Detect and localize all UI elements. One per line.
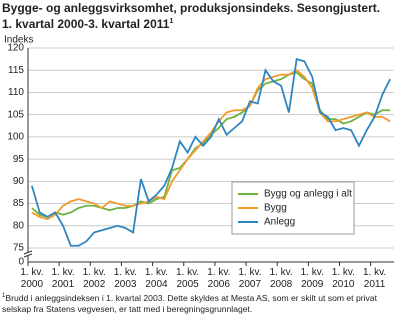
- y-tick-label: 85: [13, 198, 25, 209]
- y-tick-label: 120: [7, 43, 24, 54]
- line-series: [31, 57, 391, 247]
- y-tick-label: 100: [7, 132, 24, 143]
- x-tick-label: 1. kv. 2001: [51, 267, 75, 290]
- chart-title: Bygge- og anleggsvirksomhet, produksjons…: [2, 1, 380, 15]
- x-tick-label: 1. kv. 2011: [362, 267, 387, 290]
- footnote-marker: 1: [2, 293, 6, 299]
- axis-break-mark: [23, 253, 33, 258]
- subtitle-marker: 1: [169, 18, 173, 25]
- axis-break-mark: [23, 250, 33, 255]
- x-tick-label: 1. kv. 2000: [20, 267, 44, 290]
- x-tick-label: 1. kv. 2008: [269, 267, 293, 290]
- y-tick-label: 115: [8, 65, 24, 76]
- footnote: 1Brudd i anleggsindeksen i 1. kvartal 20…: [2, 291, 394, 315]
- y-tick-label: 90: [13, 176, 25, 187]
- x-tick-label: 1. kv. 2003: [113, 267, 137, 290]
- axis-break-gap: [25, 252, 31, 256]
- y-tick-label: 110: [8, 87, 24, 98]
- legend: Bygg og anlegg i alt Bygg Anlegg: [231, 181, 355, 235]
- footnote-text: Brudd i anleggsindeksen i 1. kvartal 200…: [2, 292, 377, 314]
- x-tick-label: 1. kv. 2002: [82, 267, 106, 290]
- legend-label: Bygg: [264, 203, 287, 214]
- x-tick-label: 1. kv. 2005: [176, 267, 200, 290]
- y-tick-label: 0: [18, 257, 24, 268]
- x-tick-label: 1. kv. 2010: [331, 267, 355, 290]
- y-tick-label: 80: [13, 220, 25, 231]
- y-tick-label: 95: [13, 154, 25, 165]
- x-tick-label: 1. kv. 2006: [207, 267, 231, 290]
- x-tick-label: 1. kv. 2004: [144, 267, 169, 290]
- y-tick-label: 105: [7, 109, 24, 120]
- subtitle-text: 1. kvartal 2000-3. kvartal 2011: [2, 17, 170, 31]
- legend-label: Anlegg: [264, 217, 295, 228]
- x-tick-label: 1. kv. 2007: [238, 267, 262, 290]
- x-tick-label: 1. kv. 2009: [300, 267, 324, 290]
- chart-subtitle: 1. kvartal 2000-3. kvartal 20111: [2, 17, 173, 31]
- legend-label: Bygg og anlegg i alt: [264, 189, 352, 200]
- y-axis-label: Indeks: [4, 35, 33, 46]
- y-tick-label: 75: [13, 243, 25, 254]
